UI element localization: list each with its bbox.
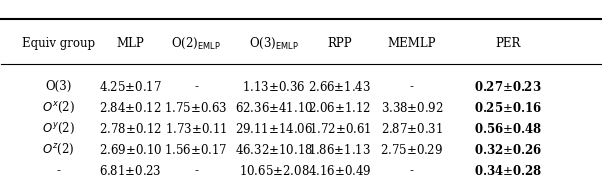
Text: O(3)$_{\mathrm{EMLP}}$: O(3)$_{\mathrm{EMLP}}$ (249, 36, 299, 51)
Text: $O^z$(2): $O^z$(2) (42, 142, 75, 157)
Text: 62.36$\pm$41.10: 62.36$\pm$41.10 (235, 101, 313, 115)
Text: -: - (194, 80, 198, 93)
Text: 29.11$\pm$14.06: 29.11$\pm$14.06 (235, 122, 313, 136)
Text: MLP: MLP (116, 37, 144, 50)
Text: 2.78$\pm$0.12: 2.78$\pm$0.12 (99, 122, 162, 136)
Text: 2.87$\pm$0.31: 2.87$\pm$0.31 (381, 122, 443, 136)
Text: 2.06$\pm$1.12: 2.06$\pm$1.12 (308, 101, 371, 115)
Text: 1.13$\pm$0.36: 1.13$\pm$0.36 (243, 80, 306, 94)
Text: 1.56$\pm$0.17: 1.56$\pm$0.17 (164, 143, 228, 157)
Text: 4.16$\pm$0.49: 4.16$\pm$0.49 (308, 164, 371, 178)
Text: MEMLP: MEMLP (388, 37, 436, 50)
Text: 3.38$\pm$0.92: 3.38$\pm$0.92 (380, 101, 443, 115)
Text: $O^x$(2): $O^x$(2) (42, 100, 75, 116)
Text: 2.75$\pm$0.29: 2.75$\pm$0.29 (380, 143, 443, 157)
Text: 6.81$\pm$0.23: 6.81$\pm$0.23 (99, 164, 161, 178)
Text: 2.84$\pm$0.12: 2.84$\pm$0.12 (99, 101, 161, 115)
Text: 0.25$\pm$0.16: 0.25$\pm$0.16 (474, 101, 542, 115)
Text: O(2)$_{\mathrm{EMLP}}$: O(2)$_{\mathrm{EMLP}}$ (171, 36, 221, 51)
Text: 2.66$\pm$1.43: 2.66$\pm$1.43 (308, 80, 371, 94)
Text: 10.65$\pm$2.08: 10.65$\pm$2.08 (238, 164, 309, 178)
Text: RPP: RPP (327, 37, 352, 50)
Text: 1.73$\pm$0.11: 1.73$\pm$0.11 (165, 122, 228, 136)
Text: 0.32$\pm$0.26: 0.32$\pm$0.26 (474, 143, 542, 157)
Text: 1.72$\pm$0.61: 1.72$\pm$0.61 (309, 122, 371, 136)
Text: $O^y$(2): $O^y$(2) (42, 121, 75, 136)
Text: -: - (194, 164, 198, 177)
Text: 1.75$\pm$0.63: 1.75$\pm$0.63 (164, 101, 228, 115)
Text: -: - (410, 80, 414, 93)
Text: 2.69$\pm$0.10: 2.69$\pm$0.10 (99, 143, 162, 157)
Text: PER: PER (495, 37, 520, 50)
Text: 46.32$\pm$10.18: 46.32$\pm$10.18 (235, 143, 313, 157)
Text: 4.25$\pm$0.17: 4.25$\pm$0.17 (99, 80, 162, 94)
Text: O(3): O(3) (45, 80, 72, 93)
Text: 1.86$\pm$1.13: 1.86$\pm$1.13 (308, 143, 371, 157)
Text: 0.56$\pm$0.48: 0.56$\pm$0.48 (474, 122, 542, 136)
Text: 0.34$\pm$0.28: 0.34$\pm$0.28 (474, 164, 542, 178)
Text: -: - (410, 164, 414, 177)
Text: 0.27$\pm$0.23: 0.27$\pm$0.23 (474, 80, 542, 94)
Text: Equiv group: Equiv group (22, 37, 95, 50)
Text: -: - (57, 164, 60, 177)
